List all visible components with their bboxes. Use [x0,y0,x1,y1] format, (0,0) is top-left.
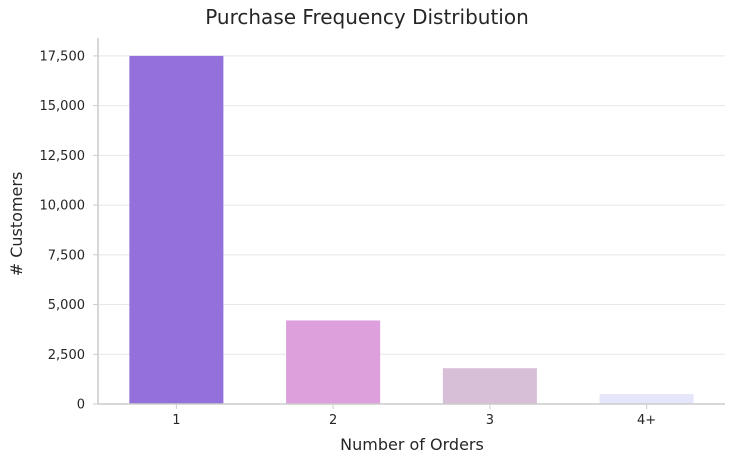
y-tick-label: 17,500 [40,49,86,64]
bars-layer [129,55,694,405]
y-tick-label: 10,000 [40,199,86,214]
y-tick-label: 0 [77,398,85,413]
axes-layer [97,38,725,405]
y-ticks: 0 2,500 5,000 7,500 10,000 12,500 15,000 17,500 [40,49,98,413]
y-axis-label: # Customers [7,172,26,277]
bar [599,394,694,404]
bar [286,320,381,404]
y-tick-label: 2,500 [48,348,85,363]
x-tick-label: 3 [486,413,494,428]
y-tick-label: 12,500 [40,149,86,164]
x-ticks: 1 2 3 4+ [172,404,656,428]
bar [129,55,224,405]
bar [442,368,537,404]
x-tick-label: 4+ [637,413,656,428]
y-tick-label: 5,000 [48,298,85,313]
y-tick-label: 15,000 [40,99,86,114]
x-axis-label: Number of Orders [340,435,484,454]
y-tick-label: 7,500 [48,248,85,263]
chart-title: Purchase Frequency Distribution [205,5,529,29]
x-tick-label: 2 [329,413,337,428]
x-tick-label: 1 [172,413,180,428]
